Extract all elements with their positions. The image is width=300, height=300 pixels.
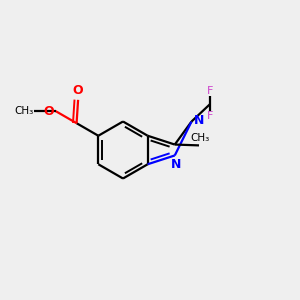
Text: F: F [207,111,213,122]
Text: CH₃: CH₃ [14,106,33,116]
Text: O: O [43,105,54,118]
Text: O: O [73,84,83,98]
Text: N: N [194,114,204,127]
Text: CH₃: CH₃ [190,133,209,143]
Text: F: F [207,85,213,95]
Text: N: N [171,158,181,171]
